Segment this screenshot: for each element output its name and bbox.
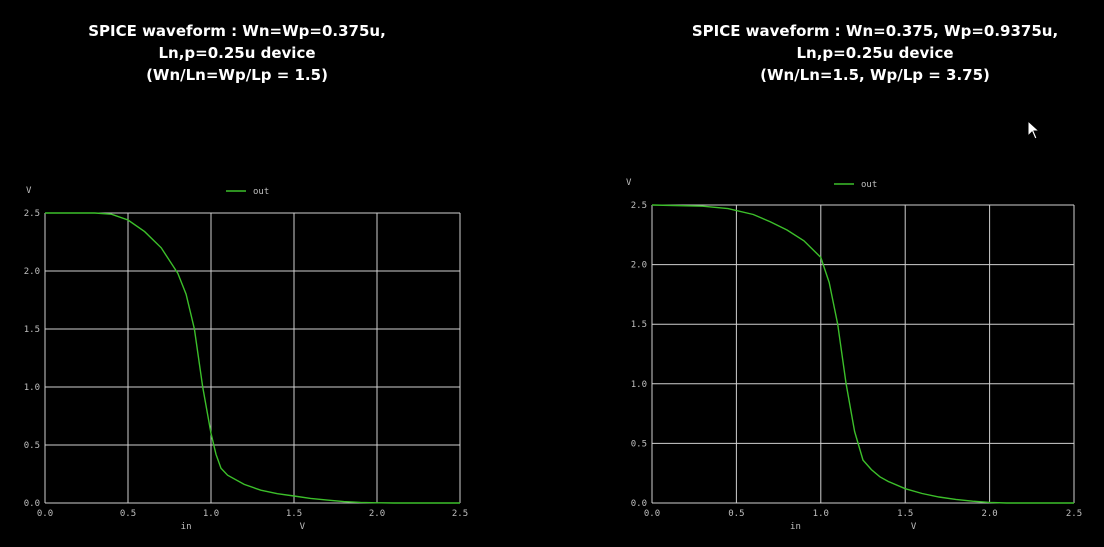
mouse-pointer-icon xyxy=(1027,120,1041,140)
x-tick-label: 1.0 xyxy=(203,509,219,519)
title-line: SPICE waveform : Wn=Wp=0.375u, xyxy=(88,22,386,40)
y-unit-label: V xyxy=(626,178,632,188)
y-tick-label: 0.0 xyxy=(24,499,40,509)
x-tick-label: 2.5 xyxy=(1066,509,1082,519)
x-tick-label: 0.5 xyxy=(728,509,744,519)
chart-title-left: SPICE waveform : Wn=Wp=0.375u, Ln,p=0.25… xyxy=(52,20,422,86)
series-line-out xyxy=(45,212,460,504)
x-tick-label: 0.0 xyxy=(37,509,53,519)
y-tick-label: 2.0 xyxy=(631,261,647,271)
title-line: SPICE waveform : Wn=0.375, Wp=0.9375u, xyxy=(691,22,1059,40)
title-line: Ln,p=0.25u device xyxy=(796,44,954,62)
x-tick-label: 2.0 xyxy=(981,509,997,519)
y-tick-label: 2.5 xyxy=(631,201,647,211)
y-tick-label: 0.5 xyxy=(631,439,647,449)
x-tick-label: 2.5 xyxy=(452,509,468,519)
title-line: (Wn/Ln=Wp/Lp = 1.5) xyxy=(146,66,328,84)
x-tick-label: 2.0 xyxy=(369,509,385,519)
legend-label: out xyxy=(253,187,269,197)
y-tick-label: 1.5 xyxy=(631,320,647,330)
series-line-out xyxy=(651,204,1074,504)
y-tick-label: 1.0 xyxy=(631,380,647,390)
chart-0: 0.0 0.5 1.0 1.5 2.0 2.5 0.0 0.5 1.0 1.5 2.0 2.5 Vin V… xyxy=(24,186,468,532)
x-tick-label: 1.5 xyxy=(897,509,913,519)
y-tick-label: 2.5 xyxy=(24,209,40,219)
title-line: Ln,p=0.25u device xyxy=(158,44,316,62)
chart-title-right: SPICE waveform : Wn=0.375, Wp=0.9375u, L… xyxy=(660,20,1090,86)
y-tick-label: 1.5 xyxy=(24,325,40,335)
y-tick-label: 0.5 xyxy=(24,441,40,451)
chart-1: 0.0 0.5 1.0 1.5 2.0 2.5 0.0 0.5 1.0 1.5 2.0 2.5 Vin V… xyxy=(626,178,1082,532)
x-tick-label: 0.5 xyxy=(120,509,136,519)
x-unit-label: V xyxy=(911,522,917,532)
x-tick-label: 0.0 xyxy=(644,509,660,519)
x-axis-label: in xyxy=(181,522,192,532)
x-axis-label: in xyxy=(790,522,801,532)
y-tick-label: 1.0 xyxy=(24,383,40,393)
x-unit-label: V xyxy=(300,522,306,532)
y-tick-label: 0.0 xyxy=(631,499,647,509)
legend-label: out xyxy=(861,180,877,190)
y-unit-label: V xyxy=(26,186,32,196)
x-tick-label: 1.0 xyxy=(813,509,829,519)
title-line: (Wn/Ln=1.5, Wp/Lp = 3.75) xyxy=(760,66,990,84)
y-tick-label: 2.0 xyxy=(24,267,40,277)
x-tick-label: 1.5 xyxy=(286,509,302,519)
